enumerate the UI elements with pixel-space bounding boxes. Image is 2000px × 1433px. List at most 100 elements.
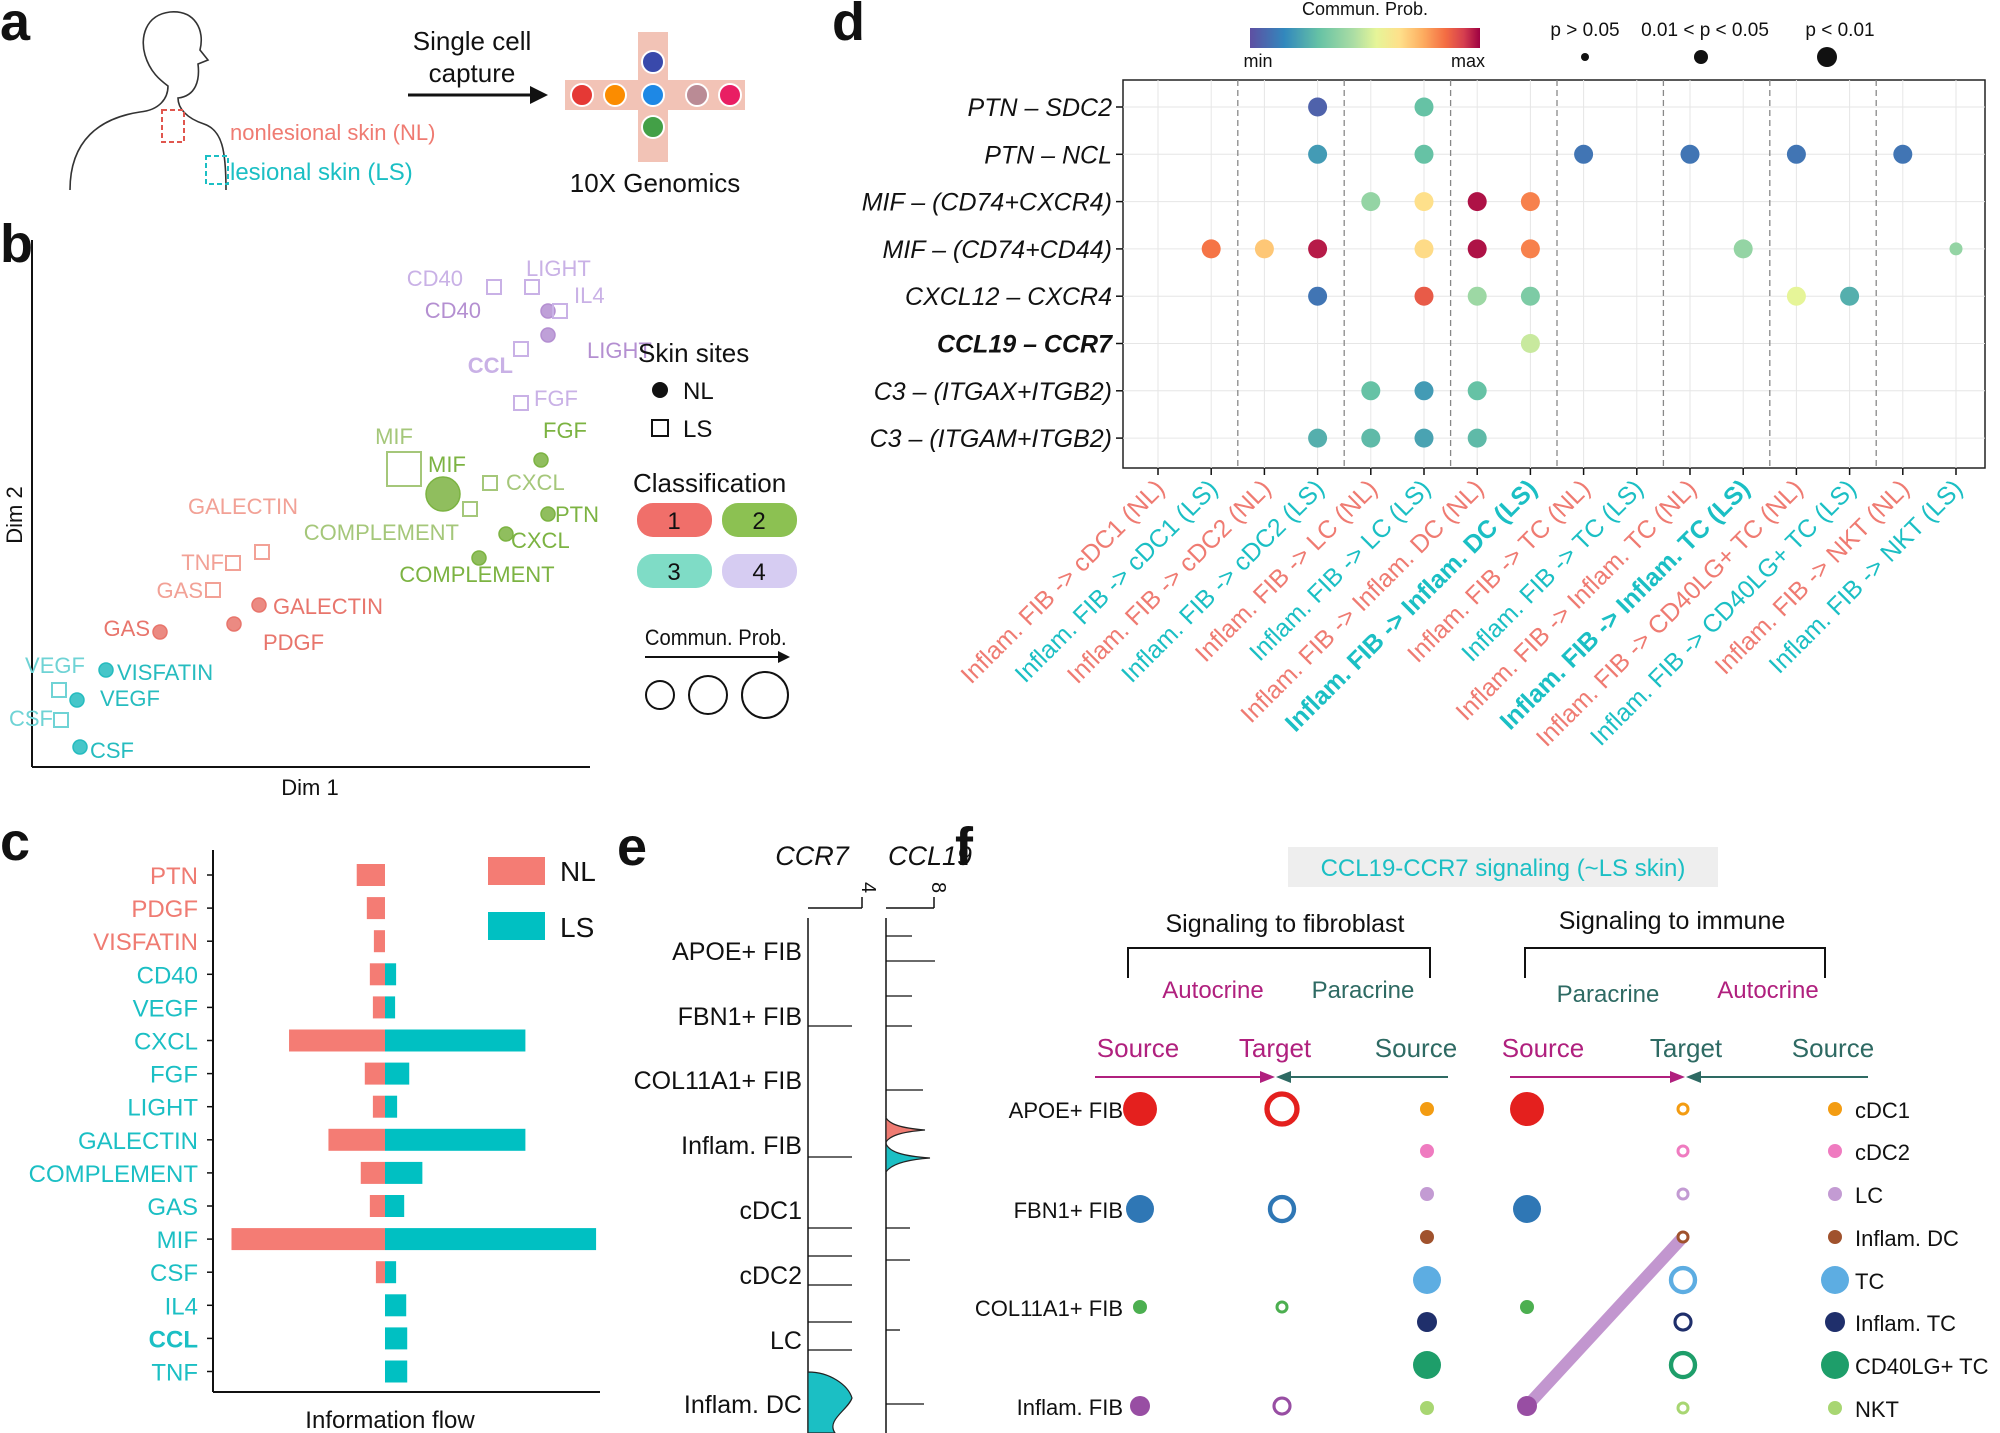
bead-0	[570, 83, 594, 107]
d-colorbar-title: Commun. Prob.	[1302, 0, 1428, 19]
b-point-label-2: CD40	[425, 298, 481, 323]
f-left-target-node-2	[1275, 1300, 1289, 1314]
human-silhouette	[69, 11, 227, 191]
c-category-label-2: VISFATIN	[93, 929, 198, 956]
d-point-3	[1414, 144, 1434, 164]
d-colorbar-max: max	[1451, 51, 1485, 71]
d-point-31	[1361, 428, 1381, 448]
panel-d: Commun. Prob. min max p > 0.05 0.01 < p …	[862, 0, 1986, 752]
prob-legend-small	[645, 680, 675, 710]
c-category-label-8: GALECTIN	[78, 1128, 198, 1155]
d-y-label-3: MIF – (CD74+CD44)	[883, 236, 1112, 264]
legend-nl-circle	[652, 382, 668, 398]
panel-label-a: a	[0, 0, 31, 52]
c-bar-nl-9	[360, 1161, 385, 1184]
d-point-33	[1467, 428, 1487, 448]
d-point-16	[1467, 239, 1487, 259]
panel-label-f: f	[955, 817, 974, 877]
c-bar-ls-8	[385, 1128, 526, 1151]
f-right-immune-node-6	[1821, 1351, 1849, 1379]
f-left-immune-node-3	[1420, 1230, 1434, 1244]
b-point-label-12: COMPLEMENT	[304, 520, 459, 545]
d-point-19	[1949, 242, 1963, 256]
d-y-label-5: CCL19 – CCR7	[937, 331, 1113, 359]
f-right-target-node-3	[1676, 1230, 1690, 1244]
f-right-target-node-1	[1676, 1144, 1690, 1158]
d-pvalue-dot-1	[1581, 53, 1589, 61]
f-immune-label-3: Inflam. DC	[1855, 1226, 1959, 1251]
f-right-source-1: Source	[1502, 1033, 1584, 1063]
b-point-label-19: GAS	[104, 616, 150, 641]
c-category-label-6: FGF	[150, 1062, 198, 1089]
f-fib-label-3: Inflam. FIB	[1017, 1395, 1123, 1420]
legend-nl-label: NL	[683, 378, 714, 405]
d-point-11	[1520, 192, 1540, 212]
b-point-15	[254, 544, 270, 560]
b-point-label-10: CXCL	[506, 470, 565, 495]
b-point-4	[540, 327, 556, 343]
d-colorbar	[1250, 28, 1480, 48]
d-y-labels: PTN – SDC2 PTN – NCL MIF – (CD74+CXCR4) MIF…	[862, 94, 1123, 453]
c-category-label-14: CCL	[149, 1326, 198, 1353]
panel-label-b: b	[0, 214, 33, 274]
b-point-label-8: MIF	[375, 424, 413, 449]
b-point-14	[471, 550, 487, 566]
c-bar-nl-3	[369, 963, 385, 986]
class-2-swatch	[722, 503, 797, 537]
d-point-8	[1361, 192, 1381, 212]
legend-ls-square	[651, 419, 669, 437]
d-point-29	[1467, 381, 1487, 401]
c-legend-ls-label: LS	[560, 912, 594, 943]
bead-1	[603, 83, 627, 107]
prob-legend-arrowhead	[778, 651, 790, 663]
f-left-immune-node-4	[1413, 1266, 1441, 1294]
bead-2	[641, 50, 665, 74]
f-left-source-node-0	[1123, 1092, 1157, 1126]
d-points	[1201, 97, 1963, 448]
panel-b: Dim 1 Dim 2 CD40 LIGHTCD40IL4LIGHTCCLFGFF…	[2, 240, 797, 800]
d-point-9	[1414, 192, 1434, 212]
e-gene-ccr7: CCR7	[775, 841, 849, 871]
b-point-label-5: CCL	[468, 353, 513, 378]
f-left-immune-node-2	[1420, 1187, 1434, 1201]
capture-text-2: capture	[429, 58, 516, 88]
b-point-6	[513, 395, 529, 411]
d-point-2	[1308, 144, 1328, 164]
d-x-label-2: Inflam. FIB -> cDC2 (NL)	[1062, 474, 1277, 689]
f-immune-label-5: Inflam. TC	[1855, 1311, 1956, 1336]
c-legend-nl-label: NL	[560, 856, 596, 887]
f-right-title: Signaling to immune	[1559, 907, 1786, 935]
f-right-target-node-7	[1676, 1401, 1690, 1415]
d-y-label-0: PTN – SDC2	[968, 94, 1113, 122]
b-point-label-14: COMPLEMENT	[399, 562, 554, 587]
f-immune-label-1: cDC2	[1855, 1140, 1910, 1165]
f-right-target-node-6	[1668, 1350, 1698, 1380]
b-point-10	[482, 475, 498, 491]
b-point-25	[72, 739, 88, 755]
class-2-label: 2	[752, 508, 765, 535]
f-left-source-node-3	[1130, 1396, 1150, 1416]
platform-label: 10X Genomics	[570, 168, 741, 198]
b-point-label-0: CD40	[407, 266, 463, 291]
class-3-label: 3	[667, 559, 680, 586]
panel-label-e: e	[617, 817, 647, 877]
c-bar-ls-3	[385, 963, 397, 986]
e-cell-label-6: LC	[770, 1327, 802, 1355]
d-y-label-6: C3 – (ITGAX+ITGB2)	[874, 378, 1112, 406]
d-plot-area	[1122, 79, 1986, 469]
capture-text-1: Single cell	[413, 26, 532, 56]
d-pvalue-3: p < 0.01	[1805, 20, 1874, 41]
b-point-label-7: FGF	[543, 418, 587, 443]
d-point-5	[1680, 144, 1700, 164]
d-pvalue-2: 0.01 < p < 0.05	[1641, 20, 1769, 41]
f-right-immune-node-2	[1828, 1187, 1842, 1201]
f-left-arrowhead-auto	[1260, 1071, 1275, 1083]
f-left-source-1: Source	[1097, 1033, 1179, 1063]
d-point-0	[1308, 97, 1328, 117]
b-point-label-9: MIF	[428, 452, 466, 477]
d-x-label-1: Inflam. FIB -> cDC1 (LS)	[1010, 474, 1224, 688]
c-bar-ls-12	[385, 1261, 397, 1284]
b-point-19	[152, 624, 168, 640]
d-pvalue-1: p > 0.05	[1550, 20, 1619, 41]
b-point-23	[69, 692, 85, 708]
